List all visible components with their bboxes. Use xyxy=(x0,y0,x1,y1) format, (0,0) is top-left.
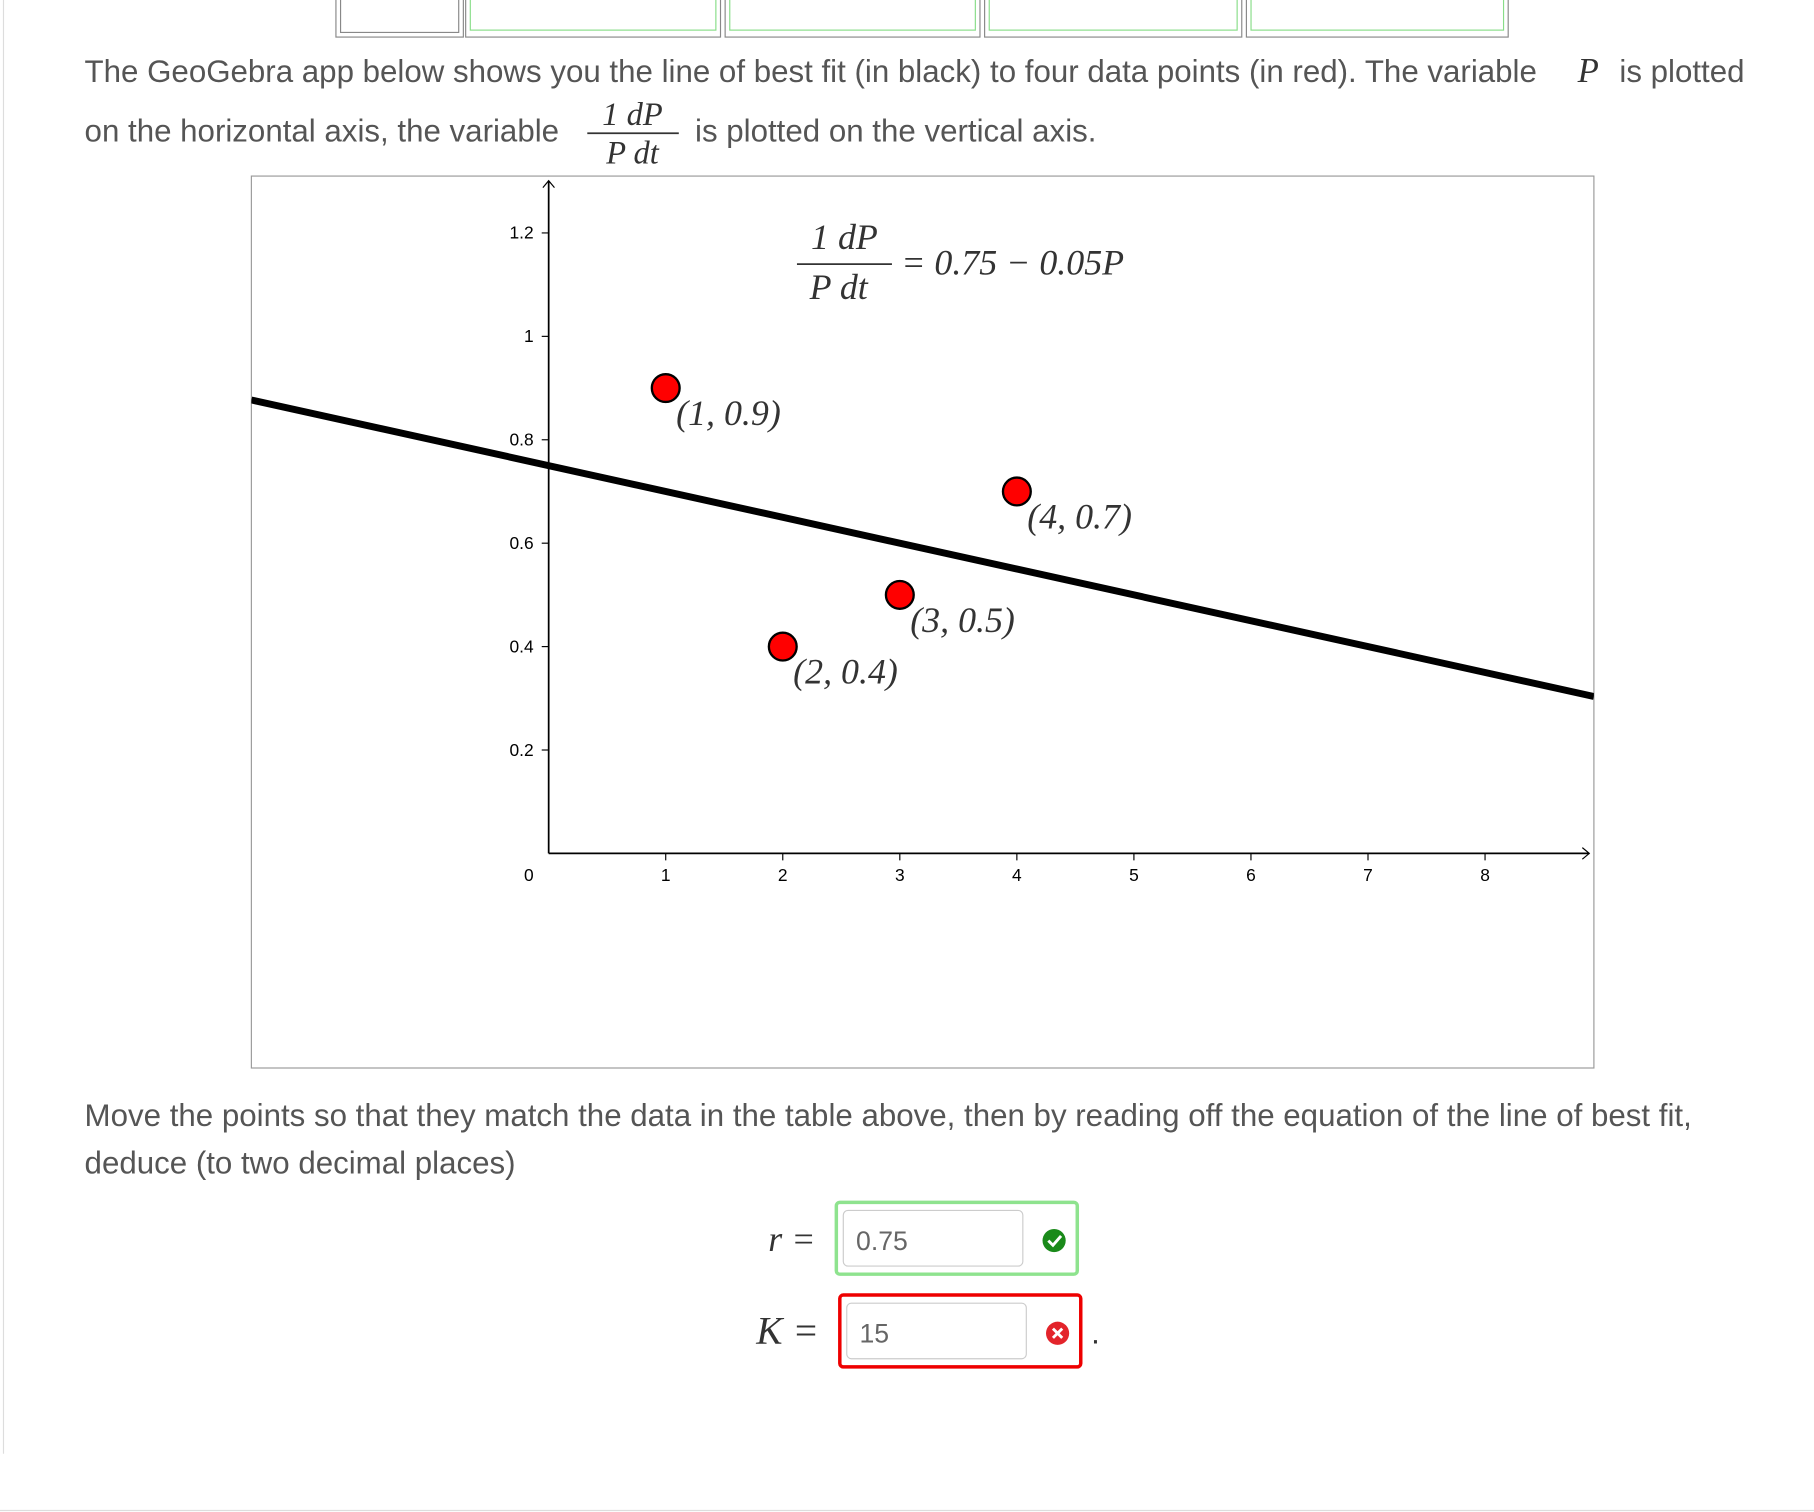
check-icon xyxy=(1042,1229,1066,1253)
intro-text: on the horizontal axis, the variable xyxy=(85,113,559,148)
equation-den: P dt xyxy=(809,267,869,307)
point-label: (1, 0.9) xyxy=(676,393,781,433)
y-tick-label: 0.8 xyxy=(509,430,533,450)
answer-input[interactable] xyxy=(842,1209,1024,1267)
intro-text: is plotted xyxy=(1619,54,1744,89)
answers: r = 0.75 K = 15 xyxy=(755,1200,1083,1369)
point-label: (2, 0.4) xyxy=(793,652,898,692)
period: . xyxy=(1091,1316,1100,1351)
intro-text: The GeoGebra app below shows you the lin… xyxy=(85,54,1537,89)
point-label: (3, 0.5) xyxy=(910,600,1015,640)
graph-frame xyxy=(250,175,1595,1069)
graph: 1 2 3 4 5 6 7 8 0 0.2 0.4 0.6 0.8 1 1.2 1 dP P dt = 0.75 … xyxy=(251,179,1594,885)
intro-text: is plotted on the vertical axis. xyxy=(695,113,1096,148)
y-tick-label: 1.2 xyxy=(509,223,533,243)
equation-rhs: = 0.75 − 0.05P xyxy=(901,243,1124,283)
data-point[interactable] xyxy=(1001,476,1032,507)
fraction-den: P dt xyxy=(605,135,660,171)
y-tick-label: 0.4 xyxy=(509,636,533,656)
x-tick-label: 3 xyxy=(895,865,905,885)
fraction-num: 1 dP xyxy=(602,97,662,133)
var-p: P xyxy=(1577,51,1599,90)
fit-line xyxy=(251,396,1594,700)
table-strip xyxy=(335,0,1509,38)
x-tick-label: 2 xyxy=(778,865,788,885)
y-tick-label: 0.2 xyxy=(509,740,533,760)
y-tick-label: 0 xyxy=(524,865,534,885)
icon-glyph xyxy=(1051,1327,1064,1339)
question-text: deduce (to two decimal places) xyxy=(85,1145,516,1180)
answer-value: 0.75 xyxy=(856,1226,908,1256)
equation-num: 1 dP xyxy=(811,217,878,257)
point-label: (4, 0.7) xyxy=(1027,497,1132,537)
y-tick-label: 1 xyxy=(524,326,534,346)
answer-value: 15 xyxy=(860,1319,890,1349)
icon-glyph xyxy=(1047,1235,1063,1248)
y-tick-label: 0.6 xyxy=(509,533,533,553)
data-point[interactable] xyxy=(884,579,915,610)
x-arrow xyxy=(1581,847,1591,860)
x-tick-label: 6 xyxy=(1246,865,1256,885)
y-arrow xyxy=(542,179,555,189)
x-tick-label: 5 xyxy=(1129,865,1139,885)
x-tick-label: 8 xyxy=(1480,865,1490,885)
answer-label: r = xyxy=(768,1219,815,1259)
data-point[interactable] xyxy=(650,373,681,404)
answer-label: K = xyxy=(755,1309,819,1353)
x-tick-label: 1 xyxy=(661,865,671,885)
answer-input[interactable] xyxy=(846,1302,1027,1360)
question-text: Move the points so that they match the d… xyxy=(85,1098,1692,1133)
x-tick-label: 4 xyxy=(1012,865,1022,885)
data-point[interactable] xyxy=(767,631,798,662)
x-tick-label: 7 xyxy=(1363,865,1373,885)
